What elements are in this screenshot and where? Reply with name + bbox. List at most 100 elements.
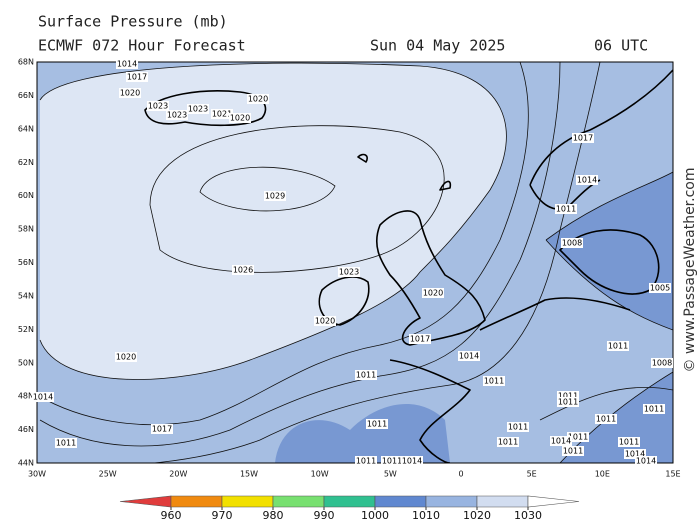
model: ECMWF 072 Hour Forecast [38,37,246,55]
isobar-label-text: 1020 [120,89,140,98]
lat-label: 56N [18,258,34,267]
isobar-label: 1011 [497,437,519,447]
isobar-label: 1005 [649,283,671,293]
colorbar-swatch [527,495,580,508]
isobar-label-text: 1014 [577,176,597,185]
lat-label: 54N [18,291,34,300]
lon-label: 5W [384,470,397,479]
isobar [39,62,507,380]
isobar-label: 1014 [576,175,598,185]
colorbar-swatch [476,495,529,508]
isobar-label-text: 1014 [551,437,571,446]
isobar-label-bg [576,175,598,185]
isobar-label: 1011 [595,414,617,424]
isobar-label: 1014 [116,59,138,69]
isobar-label: 1014 [32,392,54,402]
colorbar-label: 1030 [514,509,542,522]
isobar-label-bg [595,414,617,424]
isobar-label-text: 1011 [596,415,616,424]
isobar-label: 1023 [147,101,169,111]
low-region [546,172,673,330]
isobar-label-text: 1023 [188,105,208,114]
isobar [545,171,673,331]
isobar-label-text: 1017 [127,73,147,82]
isobar-label: 1020 [314,316,336,326]
isobar-label-text: 1026 [233,266,253,275]
isobar-label-text: 1029 [265,192,285,201]
isobar-label-text: 1011 [556,205,576,214]
isobar-label-bg [147,101,169,111]
isobar-label-bg [572,133,594,143]
isobar-label: 1023 [187,104,209,114]
isobar [37,62,529,426]
isobar-label-bg [624,449,646,459]
isobar-label-text: 1014 [117,60,137,69]
isobar-label-text: 1014 [33,393,53,402]
isobar-label-bg [562,446,584,456]
isobar-label-text: 1020 [423,289,443,298]
isobar [39,62,561,447]
isobar [60,62,601,463]
lat-label: 46N [18,425,34,434]
isobar-label-text: 1017 [573,134,593,143]
isobar-label-bg [557,391,579,401]
colorbar-label: 970 [212,509,233,522]
isobar-label-text: 1011 [356,457,376,466]
lon-label: 30W [28,470,46,479]
isobar-label-bg [643,404,665,414]
isobar-label: 1008 [651,358,673,368]
colorbar-swatch [221,495,274,508]
isobar-label-text: 1008 [562,239,582,248]
isobar-label: 1014 [550,436,572,446]
copyright: © www.PassageWeather.com [682,167,698,372]
isobar-label-bg [381,456,403,466]
isobar-label-text: 1017 [152,425,172,434]
isobar-label-bg [651,358,673,368]
lon-label: 15W [240,470,258,479]
date: Sun 04 May 2025 [370,37,505,55]
lat-label: 68N [18,58,34,67]
isobar-label-bg [355,370,377,380]
isobar-label-bg [55,438,77,448]
colorbar-swatch [170,495,223,508]
lat-label: 52N [18,325,34,334]
isobar-label: 1011 [55,438,77,448]
lat-label: 64N [18,124,34,133]
lat-label: 60N [18,191,34,200]
lon-label: 25W [99,470,117,479]
lat-label: 44N [18,459,34,468]
isobar-label-bg [115,352,137,362]
colorbar-swatch [119,495,172,508]
colorbar-label: 1000 [361,509,389,522]
isobar [199,166,336,212]
isobar-label: 1011 [366,419,388,429]
isobar-label-bg [314,316,336,326]
isobar-label-bg [567,432,589,442]
isobar-label-bg [618,437,640,447]
isobar-label: 1011 [355,370,377,380]
isobar-label-text: 1011 [619,438,639,447]
isobar-label: 1011 [483,376,505,386]
isobar-label-text: 1011 [382,457,402,466]
lat-label: 48N [18,392,34,401]
isobar-label: 1020 [115,352,137,362]
isobar-label-bg [561,238,583,248]
lon-label: 10W [311,470,329,479]
isobar-label-bg [409,334,431,344]
colorbar-label: 1010 [412,509,440,522]
isobar-label-bg [126,72,148,82]
isobar-label-text: 1021 [212,110,232,119]
isobar-label-bg [607,341,629,351]
isobar-label-bg [483,376,505,386]
isobar-label-text: 1023 [167,111,187,120]
isobar-label-bg [264,191,286,201]
isobar-label-bg [32,392,54,402]
isobar-label-bg [211,109,233,119]
isobar-label-text: 1005 [650,284,670,293]
isobar-label-bg [232,265,254,275]
isobar-label-text: 1011 [508,423,528,432]
isobar-label-text: 1011 [56,439,76,448]
isobar-label-text: 1023 [148,102,168,111]
isobar-label-bg [355,456,377,466]
isobar-label-text: 1011 [568,433,588,442]
